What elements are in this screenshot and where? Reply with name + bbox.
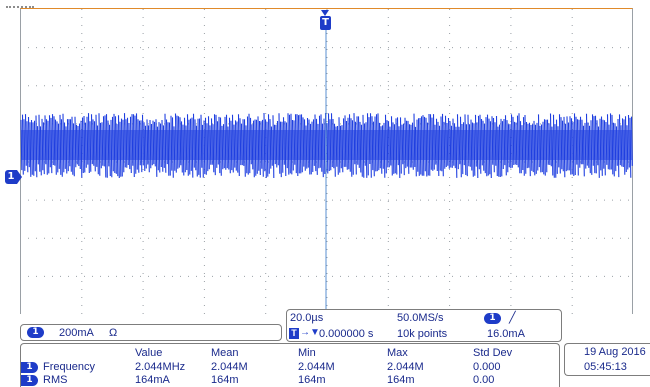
time-per-division: 20.0µs [290,312,324,324]
rising-edge-icon: ╱ [509,312,516,324]
time-label: 05:45:13 [584,361,627,373]
trigger-level: 16.0mA [487,328,525,340]
graticule [20,9,629,314]
top-left-indicator [6,6,34,8]
ch1-waveform [20,112,633,179]
trigger-arrow-icon [321,10,329,16]
measurement-max: 2.044M [387,361,424,373]
measurement-name: Frequency [43,361,95,373]
col-header-value: Value [135,347,163,359]
ch1-impedance-icon: Ω [109,327,118,339]
ch1-ground-marker-tip [17,170,22,184]
measurement-name: RMS [43,374,68,386]
ch1-vertical-scale: 200mA [59,327,94,339]
trigger-source-badge: 1 [484,313,501,324]
sample-rate: 50.0MS/s [397,312,444,324]
col-header-min: Min [298,347,316,359]
trigger-position: 0.000000 s [319,328,374,340]
measurement-mean: 164m [211,374,239,386]
datetime-readout: 19 Aug 2016 05:45:13 [564,343,650,376]
measurement-value: 2.044MHz [135,361,186,373]
measurement-table[interactable]: Value Mean Min Max Std Dev 1 Frequency 2… [20,343,560,387]
measurement-source-badge: 1 [21,375,38,386]
measurement-value: 164mA [135,374,170,386]
trigger-position-icon: T [289,328,299,339]
measurement-source-badge: 1 [21,362,38,373]
record-length: 10k points [397,328,448,340]
date-label: 19 Aug 2016 [584,346,646,358]
measurement-std-dev: 0.000 [473,361,501,373]
col-header-std-dev: Std Dev [473,347,513,359]
channel-scale-readout[interactable]: 1 200mA Ω [20,324,282,341]
measurement-mean: 2.044M [211,361,248,373]
trigger-offset-arrow-icon: →▼ [300,327,320,338]
trigger-marker-icon[interactable]: T [320,16,331,30]
measurement-min: 2.044M [298,361,335,373]
timebase-readout[interactable]: 20.0µs 50.0MS/s 1 ╱ T →▼ 0.000000 s 10k … [286,309,562,342]
ch1-badge: 1 [27,327,44,338]
ch1-ground-marker[interactable]: 1 [5,170,17,184]
measurement-min: 164m [298,374,326,386]
col-header-max: Max [387,347,408,359]
measurement-std-dev: 0.00 [473,374,495,386]
col-header-mean: Mean [211,347,239,359]
measurement-max: 164m [387,374,415,386]
